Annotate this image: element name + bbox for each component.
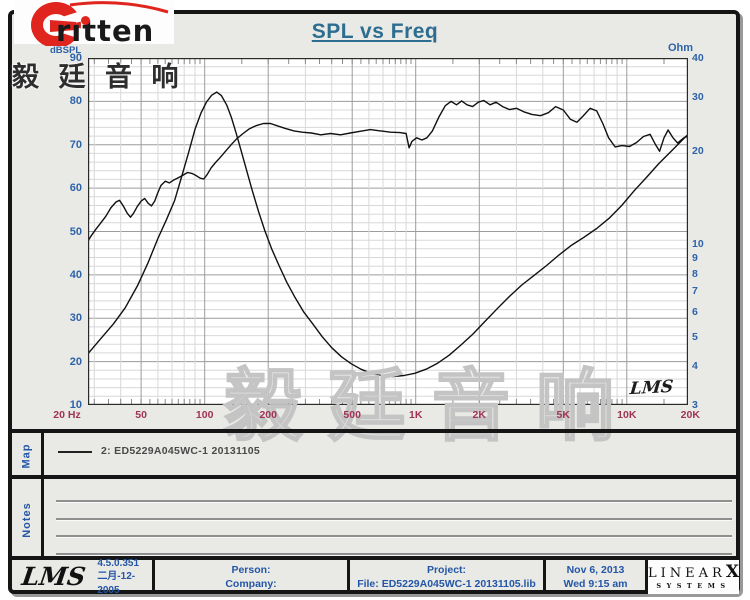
- company-label: Company:: [225, 578, 277, 590]
- notes-rule-line: [56, 552, 732, 555]
- notes-label: Notes: [20, 501, 33, 538]
- spl-freq-plot: [88, 58, 688, 405]
- version-date: 二月-12-2005: [97, 571, 136, 596]
- map-legend-row: 2: ED5229A045WC-1 20131105: [44, 433, 736, 479]
- eritten-logo: rıtten: [10, 0, 178, 48]
- watermark-cn: 毅廷音响: [223, 361, 641, 453]
- page-title: SPL vs Freq: [311, 20, 439, 43]
- time-value: Wed 9:15 am: [563, 578, 628, 590]
- linearx-x: X: [725, 561, 740, 582]
- linearx-wordmark: LINEARX: [648, 561, 740, 582]
- y-right-axis-unit: Ohm: [668, 42, 694, 54]
- notes-rule-line: [56, 535, 732, 537]
- file-label: File: ED5229A045WC-1 20131105.lib: [357, 578, 536, 590]
- person-label: Person:: [231, 563, 271, 576]
- lms-logo: LMS: [20, 562, 88, 592]
- legend-text: 2: ED5229A045WC-1 20131105: [101, 445, 260, 457]
- linearx-systems: SYSTEMS: [656, 581, 731, 590]
- notes-rule-line: [56, 517, 732, 520]
- map-side-cell: Map: [12, 433, 44, 479]
- footer-person-cell: Person: Company:: [152, 560, 347, 594]
- logo-wordmark: rıtten: [56, 14, 155, 48]
- legend-line-sample: [58, 451, 92, 453]
- notes-rule-line: [56, 500, 732, 502]
- linearx-logo: LINEARX SYSTEMS: [645, 560, 740, 594]
- project-label: Project:: [426, 563, 467, 576]
- notes-ruled-area: [44, 479, 736, 560]
- logo-i-dot: [81, 16, 90, 25]
- footer-bar: LMS 4.5.0.351 二月-12-2005 Person: Company…: [12, 556, 740, 596]
- y-left-axis-unit: dBSPL: [50, 45, 82, 56]
- footer-project-cell: Project: File: ED5229A045WC-1 20131105.l…: [347, 560, 543, 594]
- date-value: Nov 6, 2013: [566, 563, 625, 576]
- map-label: Map: [20, 443, 33, 469]
- footer-date-cell: Nov 6, 2013 Wed 9:15 am: [543, 560, 645, 594]
- version-number: 4.5.0.351: [97, 557, 140, 569]
- map-section: Map 2: ED5229A045WC-1 20131105: [12, 429, 736, 479]
- version-block: 4.5.0.351 二月-12-2005: [97, 557, 152, 598]
- notes-side-cell: Notes: [12, 479, 44, 560]
- notes-section: Notes: [12, 475, 736, 560]
- brand-chinese-text: 毅 廷 音 响: [12, 62, 185, 92]
- footer-lms-cell: LMS 4.5.0.351 二月-12-2005: [12, 558, 152, 596]
- lms-chart-mark: LMS: [628, 376, 675, 400]
